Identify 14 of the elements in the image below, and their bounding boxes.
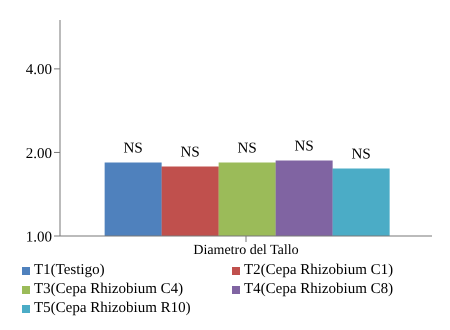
data-label: NS [238, 140, 257, 156]
legend-label: T2(Cepa Rhizobium C1) [244, 262, 394, 279]
data-label: NS [180, 144, 200, 160]
data-label: NS [352, 146, 371, 163]
legend-label: T5(Cepa Rhizobium R10) [34, 300, 191, 317]
legend-label: T4(Cepa Rhizobium C8) [244, 281, 394, 298]
y-tick-label: 2.00 [26, 146, 52, 162]
y-tick-label: 4.00 [26, 62, 52, 78]
legend-label: T1(Testigo) [34, 262, 105, 279]
data-label: NS [124, 140, 143, 156]
y-tick-label: 1.00 [26, 229, 52, 246]
x-tick-label: Diametro del Tallo [193, 242, 299, 258]
legend-label: T3(Cepa Rhizobium C4) [34, 281, 184, 298]
data-label: NS [294, 138, 314, 155]
